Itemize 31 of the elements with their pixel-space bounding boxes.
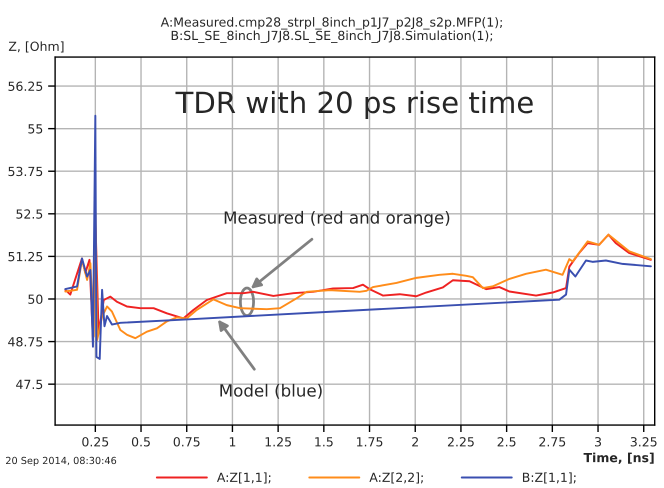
chart-title: A:Measured.cmp28_strpl_8inch_p1J7_p2J8_s2p.MFP(1); B:SL_SE_8inch_J7J8.SL_SE_8inch_J7J8.Simulation(1); [160, 17, 502, 43]
y-tick-label: 50 [28, 294, 42, 304]
x-tick-label: 3.25 [630, 437, 657, 447]
y-axis-title: Z, [Ohm] [8, 41, 64, 52]
annotation: TDR with 20 ps rise time [175, 90, 533, 120]
annotation: Measured (red and orange) [224, 210, 450, 228]
x-tick-label: 2.5 [498, 437, 516, 447]
legend-label: B:Z[1,1]; [522, 472, 576, 484]
annotation: Model (blue) [220, 384, 322, 399]
legend-label: A:Z[1,1]; [216, 472, 270, 484]
x-axis-title: Time, [ns] [584, 452, 654, 464]
y-tick-label: 48.75 [8, 337, 42, 347]
y-tick-label: 52.5 [16, 209, 42, 219]
y-tick-label: 55 [28, 124, 42, 134]
x-tick-label: 2.25 [448, 437, 474, 447]
x-tick-label: 2 [412, 437, 418, 446]
y-tick-label: 47.5 [16, 380, 42, 390]
y-tick-label: 53.75 [8, 166, 42, 176]
x-tick-label: 1.5 [315, 437, 333, 447]
x-tick-label: 0.5 [132, 437, 150, 447]
x-tick-label: 0.75 [174, 437, 200, 447]
y-tick-label: 56.25 [8, 82, 42, 91]
x-tick-label: 3 [595, 437, 602, 447]
x-tick-label: 1.25 [266, 437, 291, 447]
y-tick-label: 51.25 [8, 252, 42, 262]
x-tick-label: 2.75 [539, 437, 566, 447]
x-tick-label: 1.75 [356, 437, 382, 447]
text: 20 Sep 2014, 08:30:46 [6, 456, 116, 466]
x-tick-label: 0.25 [82, 437, 108, 447]
legend-label: A:Z[2,2]; [369, 472, 423, 484]
x-tick-label: 1 [230, 437, 236, 446]
